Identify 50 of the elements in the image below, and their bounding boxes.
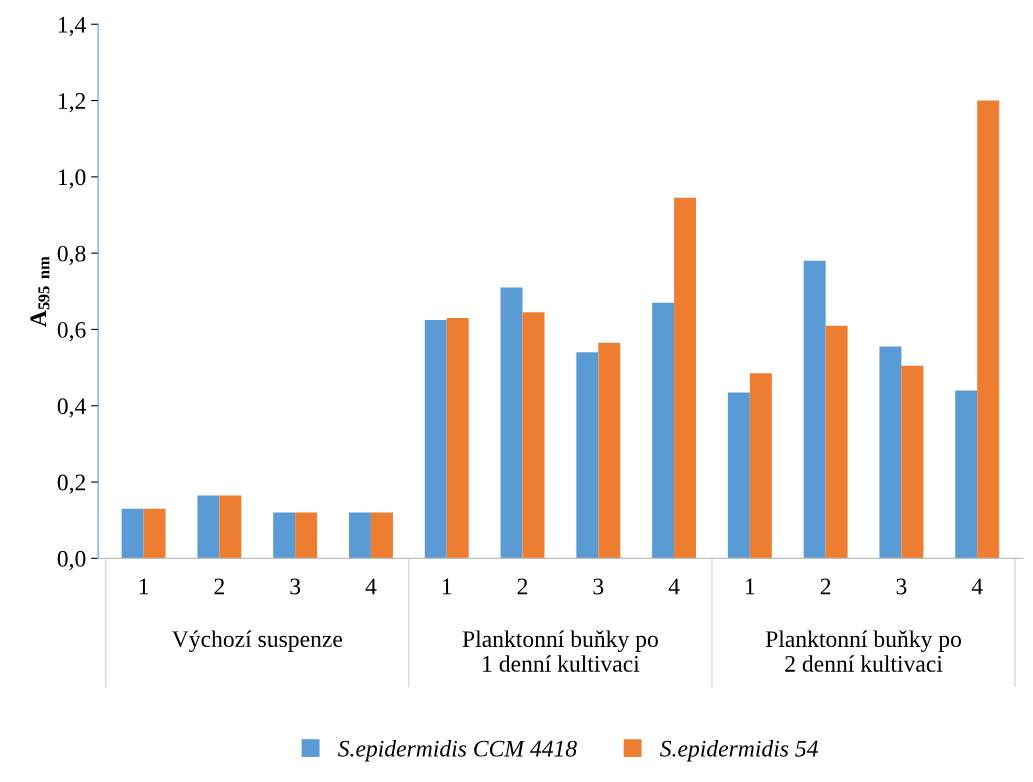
bar xyxy=(803,260,826,559)
y-tick-label: 0,2 xyxy=(57,474,86,494)
x-tick-label: 1 xyxy=(746,578,755,595)
x-tick-label: 4 xyxy=(971,578,983,595)
y-tick-label: 1,4 xyxy=(58,16,86,37)
y-tick-label: 0,6 xyxy=(57,321,86,342)
legend-label: S.epidermidis CCM 4418 xyxy=(338,740,577,762)
bar xyxy=(727,392,750,559)
x-tick-label: 2 xyxy=(820,578,831,595)
bar xyxy=(879,346,902,559)
bar xyxy=(522,312,545,559)
bar xyxy=(598,342,621,559)
x-tick-label: 1 xyxy=(442,578,452,595)
x-tick-label: 2 xyxy=(517,578,528,595)
bar xyxy=(273,512,296,559)
bar xyxy=(674,197,697,559)
bar xyxy=(446,318,469,559)
bar xyxy=(219,495,242,559)
x-tick-label: 4 xyxy=(668,578,680,595)
y-tick-label: 0,0 xyxy=(57,550,86,571)
bar xyxy=(500,287,523,559)
y-tick-label: 0,4 xyxy=(57,398,86,418)
bar xyxy=(197,495,220,559)
text: Planktonní buňky po 1 denní kultivaci xyxy=(462,630,658,672)
y-axis-title: A$_{595 nm}$ xyxy=(30,256,50,327)
bar xyxy=(652,302,675,559)
bar xyxy=(370,512,393,559)
bar xyxy=(121,508,144,559)
bar xyxy=(749,373,772,559)
legend-label: S.epidermidis 54 xyxy=(660,740,818,762)
bar xyxy=(825,325,848,559)
x-tick-label: 2 xyxy=(214,578,224,595)
x-tick-label: 3 xyxy=(593,578,604,595)
text: Planktonní buňky po 2 denní kultivaci xyxy=(765,630,962,672)
bar xyxy=(295,512,318,559)
y-tick-label: 1,0 xyxy=(58,169,86,189)
bar xyxy=(143,508,166,559)
x-tick-label: 1 xyxy=(139,578,149,595)
bar xyxy=(348,512,371,559)
bar xyxy=(901,365,924,559)
bar xyxy=(424,319,447,559)
bar xyxy=(977,100,1000,559)
text: Výchozí suspenze xyxy=(171,630,343,652)
bar xyxy=(955,390,978,559)
x-tick-label: 3 xyxy=(290,578,301,595)
x-tick-label: 4 xyxy=(365,578,377,595)
bar xyxy=(576,352,599,559)
y-tick-label: 0,8 xyxy=(57,245,86,265)
y-tick-label: 1,2 xyxy=(58,93,86,113)
x-tick-label: 3 xyxy=(896,578,907,595)
